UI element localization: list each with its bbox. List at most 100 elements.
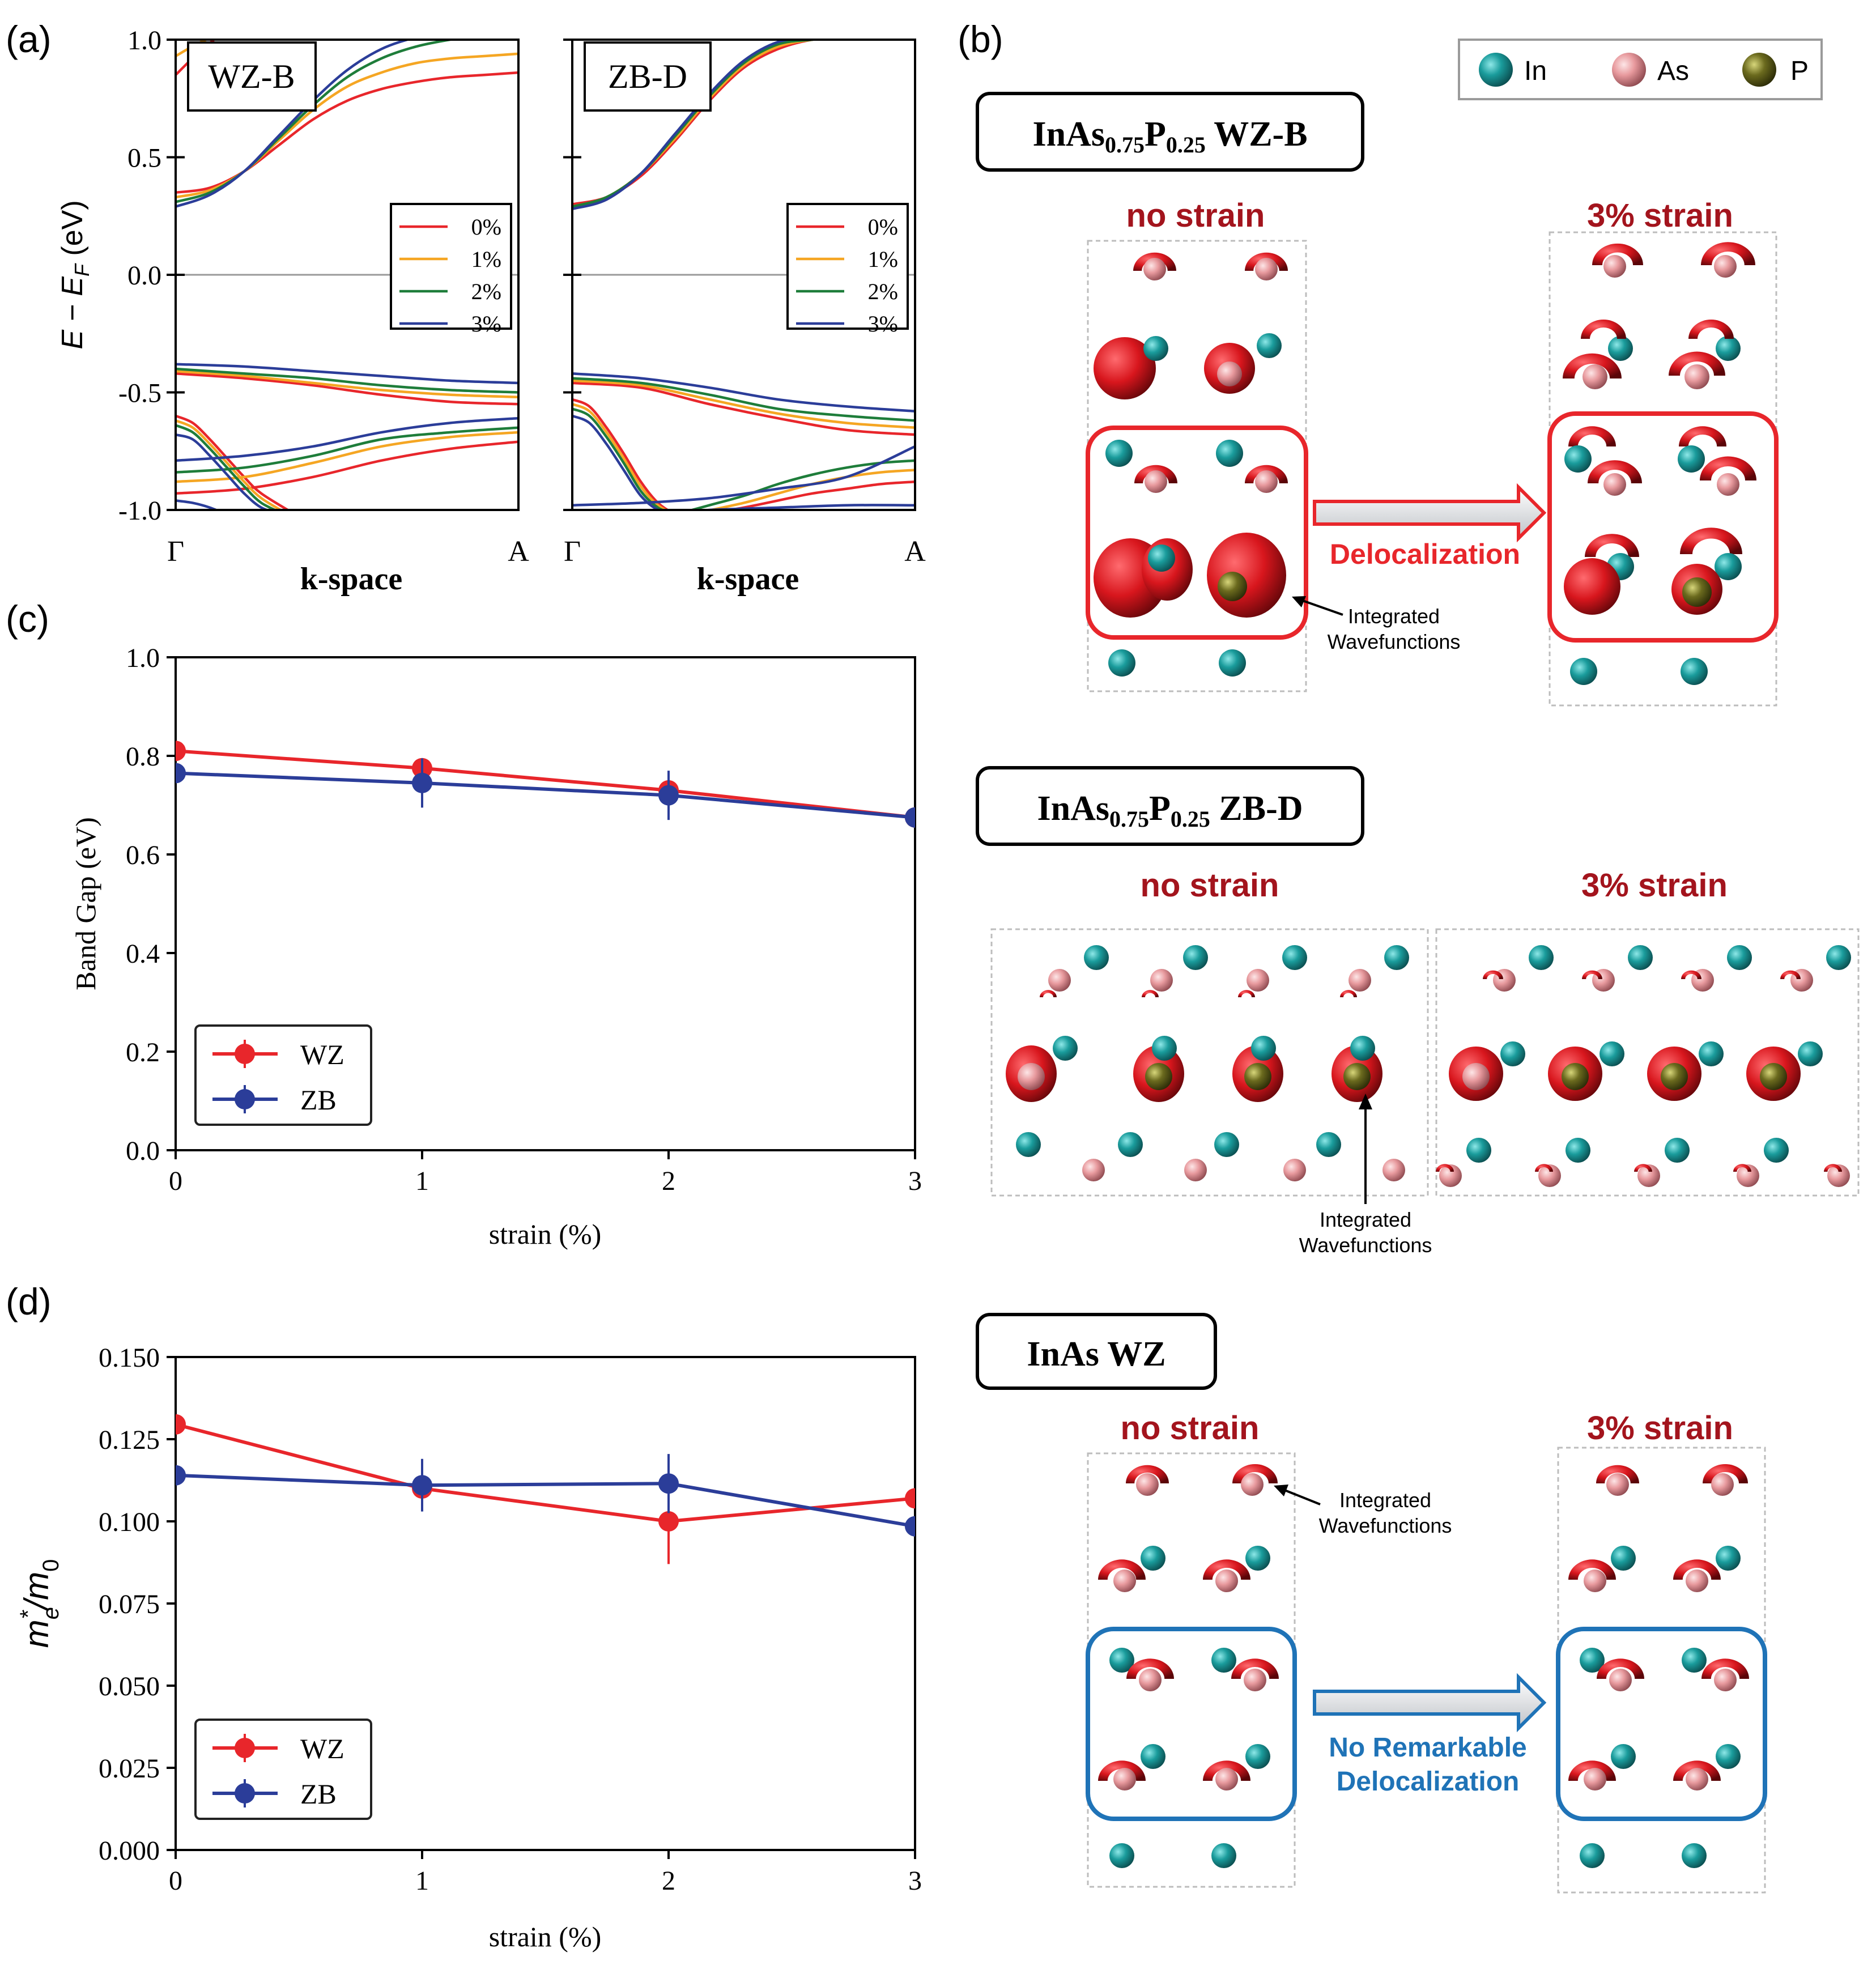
c-xtick-label-2: 2 (662, 1166, 675, 1196)
s3-right-as-5 (1609, 1669, 1632, 1691)
s2-note-line1: Integrated (1320, 1208, 1411, 1231)
s2-left-top-in-3 (1384, 945, 1409, 970)
s1-left-in-2 (1257, 333, 1282, 358)
s3-right-cap-1 (1596, 1465, 1639, 1483)
atom-p-label: P (1790, 56, 1809, 86)
d-point-ZB-0 (176, 1465, 186, 1486)
s3-left-as-7 (1113, 1768, 1136, 1790)
section-zbd: InAs0.75P0.25 ZB-D no strain 3% strain I… (976, 766, 1860, 1257)
c-point-ZB-2 (658, 785, 679, 806)
s2-right-bot-cap-1 (1535, 1164, 1553, 1172)
band-3%-2 (572, 414, 661, 510)
d-ytick-label-4: 0.100 (99, 1507, 160, 1537)
s1-right-cap-6 (1679, 426, 1726, 446)
atom-in-label: In (1524, 56, 1547, 86)
panel-label-b: (b) (958, 18, 1003, 60)
s2-right-bot-as-2 (1637, 1164, 1660, 1187)
s3-left-in-6 (1245, 1744, 1270, 1769)
s1-note-arrowhead (1292, 596, 1306, 607)
s1-left-cloud-5 (1207, 533, 1286, 618)
s1-left-in-6 (1108, 649, 1135, 677)
a2-legend-label-0%: 0% (868, 214, 898, 240)
band-2%-2 (176, 426, 518, 474)
s2-right-top-cap-0 (1483, 970, 1503, 979)
s3-left-as-4 (1215, 1570, 1238, 1592)
a1-legend-label-3%: 3% (471, 311, 501, 337)
d-plot-area (176, 1414, 915, 1564)
c-legend: WZ ZB (194, 1024, 372, 1126)
s1-highlight-right (1547, 411, 1779, 643)
s3-right-in-7 (1580, 1843, 1605, 1868)
a1-ytick-label-4: -1.0 (118, 496, 161, 526)
s1-atoms (1094, 242, 1756, 685)
s2-cell-right (1435, 928, 1860, 1197)
s3-right-cap-6 (1701, 1658, 1749, 1679)
a1-ylabel: E − EF (eV) (56, 200, 93, 349)
c-ytick-label-2: 0.4 (126, 939, 160, 969)
s1-right-cloud-1 (1564, 558, 1620, 615)
s1-right-in-1 (1608, 336, 1633, 361)
a2-legend-label-1%: 1% (868, 246, 898, 272)
s2-left-top-in-2 (1282, 945, 1307, 970)
d-ytick-label-3: 0.075 (99, 1589, 160, 1619)
s1-note-line2: Wavefunctions (1328, 630, 1461, 653)
s2-left-bot-in-2 (1214, 1132, 1239, 1157)
s1-right-cap-4 (1669, 351, 1725, 376)
s2-left-bot-as-3 (1382, 1159, 1405, 1181)
d-ylabel: me*/m0 (16, 1559, 63, 1648)
section3-title: InAs WZ (1027, 1335, 1165, 1373)
d-point-WZ-3 (905, 1488, 915, 1509)
s1-left-p-1 (1218, 572, 1247, 601)
atom-in-swatch (1479, 53, 1513, 87)
c-line-WZ (176, 749, 915, 819)
band-3%-4 (688, 504, 915, 510)
d-xtick-label-2: 2 (662, 1866, 675, 1896)
c-plot-area (176, 741, 915, 828)
a1-ytick-label-2: 0.0 (127, 261, 161, 291)
s2-right-bot-in-0 (1466, 1138, 1491, 1163)
s2-left-top-in-0 (1084, 945, 1109, 970)
band-2%-3 (176, 424, 278, 510)
s2-right-mid-atom-1 (1562, 1063, 1589, 1090)
s2-right-top-cap-1 (1582, 970, 1602, 979)
panel-label-d: (d) (6, 1281, 52, 1322)
section2-title: InAs0.75P0.25 ZB-D (1037, 789, 1303, 832)
c-point-ZB-0 (176, 763, 186, 784)
s3-right-cap-5 (1597, 1658, 1644, 1679)
d-point-WZ-2 (658, 1511, 679, 1532)
a1-xtick-a: A (508, 535, 529, 568)
s2-right-bot-as-0 (1439, 1164, 1462, 1187)
d-legend-box (194, 1719, 372, 1820)
s3-right-as-2 (1711, 1473, 1734, 1496)
c-ytick-label-5: 1.0 (126, 643, 160, 673)
s1-right-as-6 (1717, 473, 1739, 496)
s2-left-mid-in-2 (1251, 1036, 1276, 1061)
s3-strain: 3% strain (1587, 1410, 1733, 1447)
s1-left-as-5 (1255, 470, 1278, 493)
s1-right-in-4 (1678, 445, 1705, 473)
s1-right-cap-2 (1701, 242, 1755, 265)
s3-right-as-3 (1584, 1570, 1606, 1592)
s3-left-cap-8 (1203, 1760, 1250, 1781)
s1-right-cap-3 (1563, 353, 1622, 378)
s3-left-cap-7 (1098, 1760, 1146, 1781)
s1-left-in-5 (1148, 545, 1175, 572)
s1-right-as-5 (1603, 473, 1626, 496)
d-point-ZB-3 (905, 1516, 915, 1537)
s1-right-in-2 (1716, 336, 1741, 361)
a2-title-box: ZB-D (584, 41, 712, 112)
a1-legend: 0% 1% 2% 3% (390, 203, 512, 337)
band-1%-1 (176, 369, 518, 399)
s2-atoms (1006, 945, 1851, 1187)
section1-title: InAs0.75P0.25 WZ-B (1032, 115, 1307, 158)
s3-left-as-8 (1215, 1768, 1238, 1790)
band-2%-1 (572, 377, 915, 422)
s3-highlight-right (1556, 1627, 1767, 1821)
c-ytick-label-4: 0.8 (126, 742, 160, 772)
s2-right-bot-as-4 (1827, 1164, 1850, 1187)
s2-right-mid-atom-3 (1760, 1063, 1787, 1090)
d-ytick-label-6: 0.150 (99, 1343, 160, 1373)
s2-left-bot-as-0 (1082, 1159, 1105, 1181)
s1-right-cap-8 (1700, 456, 1756, 480)
c-legend-box (194, 1024, 372, 1126)
